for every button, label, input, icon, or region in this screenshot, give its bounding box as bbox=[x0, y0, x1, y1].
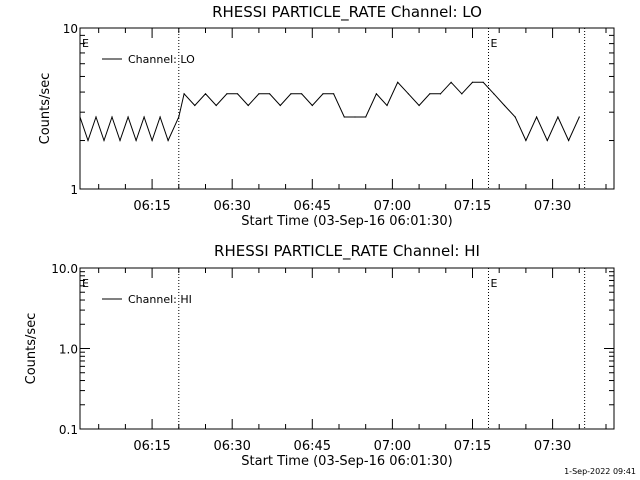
chart-title: RHESSI PARTICLE_RATE Channel: LO bbox=[212, 3, 482, 22]
data-point bbox=[503, 104, 506, 107]
y-tick-label: 1.0 bbox=[59, 343, 78, 357]
data-point bbox=[247, 104, 249, 107]
data-point bbox=[301, 93, 303, 95]
x-tick-label: 06:15 bbox=[133, 199, 170, 214]
x-tick-label: 06:30 bbox=[213, 439, 250, 454]
data-point bbox=[450, 81, 452, 83]
data-point bbox=[343, 116, 345, 118]
x-tick-label: 07:00 bbox=[374, 439, 411, 454]
data-point bbox=[354, 116, 356, 118]
data-point bbox=[290, 93, 292, 95]
data-point bbox=[535, 116, 538, 118]
data-point bbox=[375, 93, 377, 95]
x-tick-label: 07:00 bbox=[374, 199, 411, 214]
x-tick-label: 07:15 bbox=[454, 199, 491, 214]
data-point bbox=[322, 93, 324, 95]
x-axis-label: Start Time (03-Sep-16 06:01:30) bbox=[241, 454, 452, 469]
data-point bbox=[461, 93, 463, 95]
data-point bbox=[183, 93, 185, 95]
x-tick-label: 06:45 bbox=[294, 199, 331, 214]
y-tick-label: 0.1 bbox=[59, 423, 78, 437]
data-point bbox=[311, 104, 313, 107]
data-point bbox=[418, 104, 420, 107]
data-point bbox=[333, 93, 335, 95]
event-marker-label: E bbox=[491, 277, 498, 290]
footer-timestamp: 1-Sep-2022 09:41 bbox=[564, 467, 636, 476]
x-axis-label: Start Time (03-Sep-16 06:01:30) bbox=[241, 214, 452, 229]
y-tick-label: 10 bbox=[63, 22, 78, 36]
data-point bbox=[397, 81, 399, 83]
x-tick-label: 06:15 bbox=[133, 439, 170, 454]
y-axis-label: Counts/sec bbox=[24, 313, 39, 385]
data-point bbox=[568, 139, 570, 142]
event-marker-label: E bbox=[491, 37, 498, 50]
legend-label: Channel: HI bbox=[128, 293, 192, 306]
x-tick-label: 06:30 bbox=[213, 199, 250, 214]
legend-label: Channel: LO bbox=[128, 53, 195, 66]
data-point bbox=[557, 116, 559, 118]
data-point bbox=[178, 116, 180, 118]
data-point bbox=[215, 104, 217, 107]
data-point bbox=[167, 139, 169, 142]
data-point bbox=[525, 139, 527, 142]
y-axis-label: Counts/sec bbox=[38, 73, 53, 145]
data-point bbox=[258, 93, 260, 95]
x-tick-label: 07:30 bbox=[534, 439, 571, 454]
data-point bbox=[159, 116, 161, 118]
chart-title: RHESSI PARTICLE_RATE Channel: HI bbox=[214, 242, 480, 261]
y-tick-label: 1 bbox=[70, 183, 78, 197]
x-tick-label: 07:15 bbox=[454, 439, 491, 454]
x-tick-label: 06:45 bbox=[294, 439, 331, 454]
data-point bbox=[279, 104, 281, 107]
data-point bbox=[111, 116, 113, 118]
data-point bbox=[407, 93, 410, 95]
data-point bbox=[268, 93, 271, 95]
data-point bbox=[204, 93, 207, 95]
event-marker-label: E bbox=[82, 277, 89, 290]
data-point bbox=[471, 81, 474, 83]
data-point bbox=[103, 139, 105, 142]
data-point bbox=[493, 93, 495, 95]
data-point bbox=[135, 139, 137, 142]
data-point bbox=[439, 93, 442, 95]
data-point bbox=[429, 93, 431, 95]
data-point bbox=[151, 139, 153, 142]
data-point bbox=[546, 139, 548, 142]
series-line bbox=[79, 81, 580, 143]
data-point bbox=[386, 104, 388, 107]
data-point bbox=[127, 116, 129, 118]
data-point bbox=[482, 81, 484, 83]
data-point bbox=[194, 104, 196, 107]
data-point bbox=[226, 93, 228, 95]
data-point bbox=[578, 116, 580, 118]
event-marker-label: E bbox=[82, 37, 89, 50]
data-point bbox=[95, 116, 97, 118]
x-tick-label: 07:30 bbox=[534, 199, 571, 214]
data-point bbox=[87, 139, 89, 142]
data-point bbox=[143, 116, 145, 118]
y-tick-label: 10.0 bbox=[51, 262, 78, 276]
data-point bbox=[514, 116, 516, 118]
data-point bbox=[79, 116, 81, 118]
data-point bbox=[119, 139, 121, 142]
data-point bbox=[365, 116, 367, 118]
data-point bbox=[236, 93, 239, 95]
